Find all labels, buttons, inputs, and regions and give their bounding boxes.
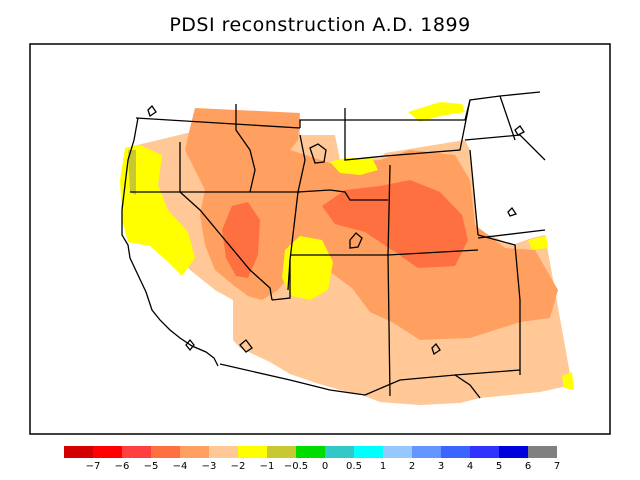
colorbar-tick-label: 3 xyxy=(438,461,444,472)
colorbar-tick-label: −1 xyxy=(260,461,275,472)
colorbar-tick-label: 0.5 xyxy=(346,461,362,472)
colorbar-swatch xyxy=(325,446,354,458)
colorbar-tick-label: −3 xyxy=(202,461,217,472)
colorbar-swatch xyxy=(296,446,325,458)
map-title: PDSI reconstruction A.D. 1899 xyxy=(169,14,471,36)
colorbar-tick-label: 2 xyxy=(409,461,415,472)
colorbar-tick-label: 0 xyxy=(322,461,328,472)
colorbar-swatch xyxy=(354,446,383,458)
lakes xyxy=(147,104,525,356)
colorbar-swatch xyxy=(412,446,441,458)
colorbar-labels: −7 −6 −5 −4 −3 −2 −1 −0.5 0 0.5 1 2 3 4 5 6 7 xyxy=(86,461,561,472)
colorbar-swatch xyxy=(122,446,151,458)
colorbar-swatch xyxy=(209,446,238,458)
colorbar-swatch xyxy=(528,446,557,458)
mild-patch-oregon-coast xyxy=(128,150,136,195)
wet-patch-texas xyxy=(562,372,574,390)
colorbar-tick-label: −0.5 xyxy=(284,461,308,472)
colorbar-swatch xyxy=(93,446,122,458)
wet-patch-utah xyxy=(282,236,333,300)
colorbar-swatch xyxy=(499,446,528,458)
colorbar-swatch xyxy=(470,446,499,458)
drought-core-nevada xyxy=(222,202,260,278)
wet-patch-west-coast xyxy=(120,145,195,276)
colorbar-tick-label: 5 xyxy=(496,461,502,472)
colorbar-tick-label: 4 xyxy=(467,461,473,472)
colorbar-tick-label: 6 xyxy=(525,461,531,472)
colorbar-tick-label: −6 xyxy=(115,461,130,472)
drought-core-colorado xyxy=(322,180,468,268)
wet-patch-plains xyxy=(528,236,548,250)
colorbar-tick-label: −4 xyxy=(173,461,188,472)
wet-patch-wyoming-north xyxy=(408,102,465,122)
colorbar-swatch xyxy=(64,446,93,458)
colorbar-tick-label: −7 xyxy=(86,461,101,472)
colorbar-tick-label: −5 xyxy=(144,461,159,472)
state-boundaries xyxy=(121,91,546,399)
colorbar-swatch xyxy=(441,446,470,458)
colorbar-swatch xyxy=(151,446,180,458)
colorbar-swatch xyxy=(238,446,267,458)
wet-patch-idaho-south xyxy=(330,158,378,175)
colorbar-tick-label: −2 xyxy=(231,461,246,472)
colorbar-swatch xyxy=(180,446,209,458)
colorbar-swatch xyxy=(267,446,296,458)
colorbar-swatch xyxy=(383,446,412,458)
colorbar-tick-label: 7 xyxy=(554,461,560,472)
colorbar-swatches xyxy=(64,446,557,458)
colorbar-tick-label: 1 xyxy=(380,461,386,472)
